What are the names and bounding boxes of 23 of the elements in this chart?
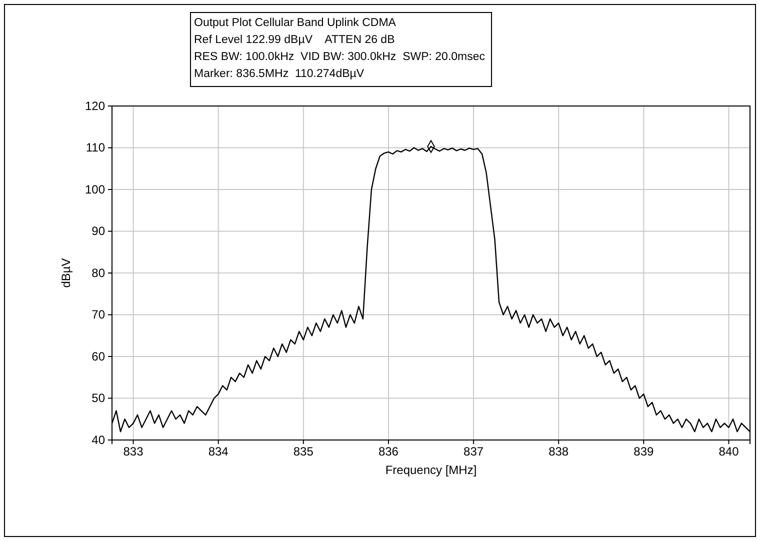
y-tick-label: 40 xyxy=(92,432,106,447)
y-tick-label: 50 xyxy=(92,391,106,406)
x-tick-label: 839 xyxy=(634,444,654,459)
chart-title: Output Plot Cellular Band Uplink CDMA xyxy=(194,17,396,29)
x-tick-label: 840 xyxy=(718,444,740,459)
text: Marker: 836.5MHz 110.274dBµV xyxy=(194,68,364,80)
y-tick-label: 90 xyxy=(92,224,106,238)
x-axis-title: Frequency [MHz] xyxy=(385,463,477,477)
x-tick-label: 833 xyxy=(123,444,144,459)
text: RES BW: 100.0kHz VID BW: 300.0kHz SWP: 20.0msec xyxy=(194,51,486,63)
y-tick-label: 110 xyxy=(86,140,106,155)
y-tick-label: 100 xyxy=(84,182,106,196)
x-tick-label: 835 xyxy=(293,444,314,459)
x-tick-label: 837 xyxy=(464,444,484,459)
y-axis-title: dBµV xyxy=(59,258,73,288)
y-tick-label: 70 xyxy=(92,308,106,322)
x-tick-label: 838 xyxy=(548,444,569,459)
y-tick-label: 60 xyxy=(92,349,106,364)
text: Ref Level 122.99 dBµV ATTEN 26 dB xyxy=(194,34,396,46)
y-tick-label: 80 xyxy=(92,266,106,280)
x-tick-label: 836 xyxy=(378,444,399,459)
x-tick-label: 834 xyxy=(208,444,229,459)
y-tick-label: 120 xyxy=(84,98,106,113)
